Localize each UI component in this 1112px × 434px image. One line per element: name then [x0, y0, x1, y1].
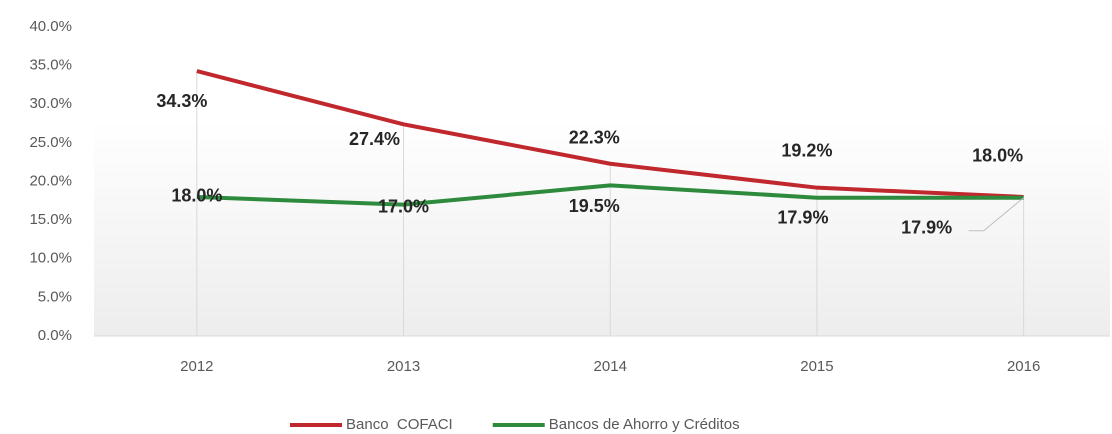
data-label: 17.9%: [901, 217, 952, 237]
data-label: 19.5%: [569, 196, 620, 216]
y-tick-label: 0.0%: [38, 327, 72, 344]
data-label: 17.9%: [777, 207, 828, 227]
x-tick-label: 2013: [387, 358, 420, 375]
plot-background: [94, 120, 1110, 336]
y-tick-label: 5.0%: [38, 288, 72, 305]
y-tick-label: 10.0%: [29, 250, 72, 267]
x-tick-label: 2015: [800, 358, 833, 375]
data-label: 34.3%: [156, 91, 207, 111]
y-tick-label: 30.0%: [29, 95, 72, 112]
data-label: 19.2%: [781, 140, 832, 160]
data-label: 18.0%: [171, 186, 222, 206]
data-label: 27.4%: [349, 129, 400, 149]
y-tick-label: 20.0%: [29, 172, 72, 189]
data-label: 22.3%: [569, 127, 620, 147]
series-line: [196, 69, 1024, 199]
x-tick-label: 2016: [1007, 358, 1040, 375]
data-label: 18.0%: [972, 146, 1023, 166]
series-line: [196, 183, 1024, 207]
legend-label: Bancos de Ahorro y Créditos: [549, 416, 740, 433]
x-tick-label: 2014: [594, 358, 627, 375]
y-tick-label: 15.0%: [29, 211, 72, 228]
x-tick-label: 2012: [180, 358, 213, 375]
legend-label: Banco COFACI: [346, 416, 453, 433]
data-label: 17.0%: [378, 196, 429, 216]
y-tick-label: 40.0%: [29, 18, 72, 35]
y-tick-label: 35.0%: [29, 57, 72, 74]
y-tick-label: 25.0%: [29, 134, 72, 151]
leader-line: [968, 197, 1024, 232]
